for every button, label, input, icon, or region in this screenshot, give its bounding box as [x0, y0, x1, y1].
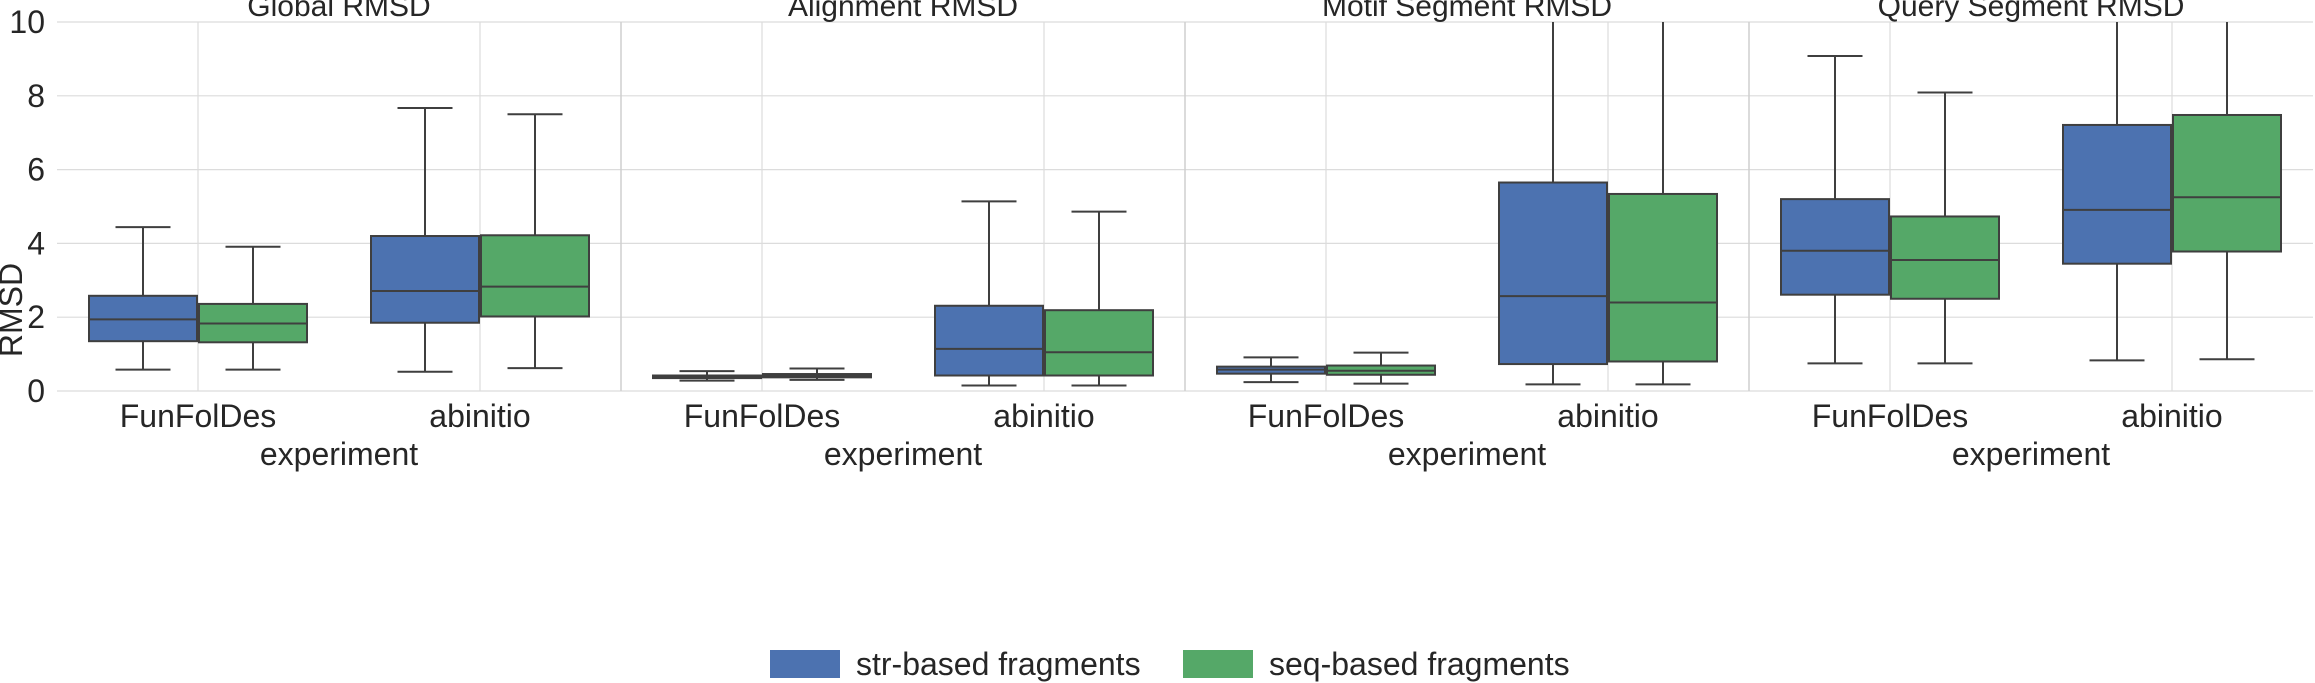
y-axis-label: RMSD [0, 263, 29, 357]
x-tick-label: abinitio [2121, 398, 2222, 434]
box-str-based [370, 106, 480, 373]
x-tick-label: abinitio [429, 398, 530, 434]
panel-query-segment-rmsd: Query Segment RMSD FunFolDes abinitio exper… [1748, 0, 2282, 472]
box-seq-based [1890, 91, 2000, 365]
x-tick-label: FunFolDes [1812, 398, 1969, 434]
box-body [1890, 215, 2000, 300]
box-group-abinitio [934, 200, 1154, 387]
panel-title: Query Segment RMSD [1878, 0, 2185, 23]
y-tick-label: 8 [27, 78, 45, 114]
box-str-based [1216, 356, 1326, 384]
legend-swatch [1183, 650, 1253, 678]
box-seq-based [1326, 351, 1436, 385]
y-tick-label: 2 [27, 299, 45, 335]
x-tick-label: FunFolDes [684, 398, 841, 434]
x-tick-label: FunFolDes [1248, 398, 1405, 434]
panel-motif-segment-rmsd: Motif Segment RMSD FunFolDes abinitio exper… [1184, 0, 1718, 472]
box-seq-based [198, 245, 308, 371]
box-body [2172, 113, 2282, 253]
box-str-based [1780, 54, 1890, 365]
box-seq-based [1608, 22, 1718, 386]
box-seq-based [762, 367, 872, 381]
x-axis-label: experiment [824, 436, 982, 472]
x-axis-label: experiment [1952, 436, 2110, 472]
y-tick-label: 10 [9, 4, 45, 40]
panel-alignment-rmsd: Alignment RMSD FunFolDes abinitio experimen… [620, 0, 1154, 472]
box-body [370, 235, 480, 324]
box-body [1608, 192, 1718, 363]
y-axis: RMSD 0 2 4 6 8 10 [0, 4, 45, 409]
box-str-based [934, 200, 1044, 387]
legend-item: seq-based fragments [1183, 646, 1570, 682]
box-str-based [652, 370, 762, 382]
box-group-funfoldes [652, 367, 872, 382]
y-tick-label: 0 [27, 373, 45, 409]
legend: str-based fragments seq-based fragments [770, 646, 1570, 682]
box-str-based [1498, 22, 1608, 386]
box-body [1044, 309, 1154, 377]
legend-swatch [770, 650, 840, 678]
panel-global-rmsd: Global RMSD FunFolDes abinitio experiment [88, 0, 590, 472]
box-group-abinitio [1498, 22, 1718, 386]
box-group-abinitio [2062, 22, 2282, 362]
x-tick-label: FunFolDes [120, 398, 277, 434]
box-body [480, 234, 590, 318]
box-str-based [88, 226, 198, 371]
panel-title: Motif Segment RMSD [1322, 0, 1612, 23]
box-group-abinitio [370, 106, 590, 373]
y-tick-label: 6 [27, 152, 45, 188]
x-axis-label: experiment [1388, 436, 1546, 472]
box-body [1780, 198, 1890, 296]
x-tick-label: abinitio [993, 398, 1094, 434]
panel-title: Alignment RMSD [788, 0, 1018, 23]
box-group-funfoldes [88, 226, 308, 371]
box-str-based [2062, 22, 2172, 362]
x-axis-label: experiment [260, 436, 418, 472]
box-body [1498, 181, 1608, 366]
box-body [934, 304, 1044, 377]
box-seq-based [480, 113, 590, 370]
x-tick-label: abinitio [1557, 398, 1658, 434]
box-group-funfoldes [1780, 54, 2000, 365]
box-body [2062, 123, 2172, 265]
box-seq-based [1044, 210, 1154, 387]
box-group-funfoldes [1216, 351, 1436, 385]
panel-title: Global RMSD [247, 0, 430, 23]
box-seq-based [2172, 22, 2282, 361]
y-tick-label: 4 [27, 225, 45, 261]
legend-item: str-based fragments [770, 646, 1141, 682]
legend-label: seq-based fragments [1269, 646, 1570, 682]
legend-label: str-based fragments [856, 646, 1141, 682]
